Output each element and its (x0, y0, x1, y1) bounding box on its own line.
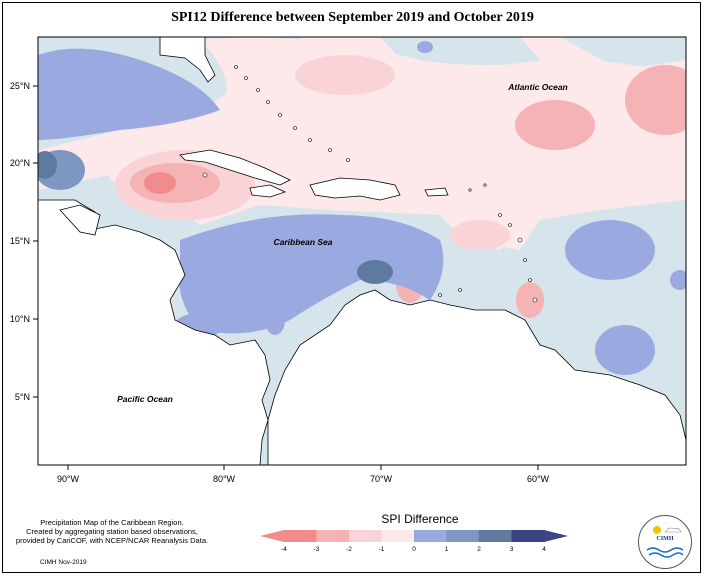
legend-tick-label: -1 (379, 546, 385, 553)
lon-tick-label: 60°W (527, 474, 550, 484)
legend-swatch (316, 530, 349, 542)
legend-tick-label: -2 (346, 546, 352, 553)
lat-tick-label: 10°N (10, 314, 30, 324)
legend-tick-label: 4 (542, 546, 546, 553)
atlantic-ocean-label: Atlantic Ocean (507, 82, 568, 92)
credit-text: Precipitation Map of the Caribbean Regio… (12, 518, 212, 545)
axis-ticks (33, 85, 539, 470)
plot-border (37, 36, 687, 466)
lon-tick-label: 90°W (57, 474, 80, 484)
islands (202, 65, 538, 303)
credit-date: CIMH Nov-2019 (40, 559, 87, 566)
legend-tick-label: 1 (445, 546, 449, 553)
lat-tick-label: 25°N (10, 81, 30, 91)
legend-swatch (284, 530, 317, 542)
legend-swatch (446, 530, 479, 542)
land-outlines (38, 37, 686, 465)
legend-arrow-left (260, 530, 284, 542)
legend-swatch (349, 530, 382, 542)
lon-tick-label: 80°W (213, 474, 236, 484)
legend-swatch (511, 530, 544, 542)
lon-tick-label: 70°W (370, 474, 393, 484)
legend-swatch (414, 530, 447, 542)
credit-line: Precipitation Map of the Caribbean Regio… (40, 518, 184, 527)
logo-text: CIMH (656, 536, 674, 542)
lat-tick-label: 20°N (10, 158, 30, 168)
legend-tick-label: 0 (412, 546, 416, 553)
legend-swatch (479, 530, 512, 542)
legend-title: SPI Difference (381, 512, 459, 526)
legend-tick-label: -3 (314, 546, 320, 553)
legend-swatch (381, 530, 414, 542)
lat-tick-label: 15°N (10, 236, 30, 246)
legend-tick-label: -4 (281, 546, 287, 553)
legend-arrow-right (544, 530, 568, 542)
sun-wave-icon (646, 526, 684, 558)
credit-line: provided by CariCOF, with NCEP/NCAR Rean… (15, 536, 209, 545)
cimh-logo: CIMH (638, 515, 692, 569)
legend-tick-label: 3 (510, 546, 514, 553)
pacific-ocean-label: Pacific Ocean (117, 394, 173, 404)
map-title: SPI12 Difference between September 2019 … (171, 10, 534, 25)
lat-tick-label: 5°N (15, 392, 30, 402)
legend-colorbar: -4 -3 -2 -1 0 1 2 3 4 (260, 530, 568, 553)
axis-labels: 25°N 20°N 15°N 10°N 5°N 90°W 80°W 70°W 6… (10, 81, 550, 484)
caribbean-sea-label: Caribbean Sea (273, 237, 332, 247)
credit-line: Created by aggregating station based obs… (26, 527, 198, 536)
legend-tick-label: 2 (477, 546, 481, 553)
